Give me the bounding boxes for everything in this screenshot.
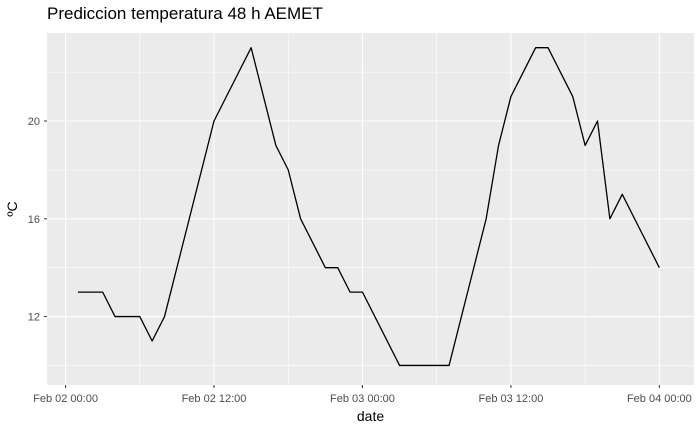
y-tick-label: 20 <box>28 116 40 128</box>
axis-ticks <box>44 120 660 388</box>
y-tick-label: 16 <box>28 214 40 226</box>
x-tick-label: Feb 04 00:00 <box>627 393 692 405</box>
minor-gridlines <box>47 33 694 385</box>
major-gridlines <box>47 33 694 385</box>
plot-panel <box>47 33 694 385</box>
x-tick-label: Feb 02 12:00 <box>182 393 247 405</box>
x-tick-label: Feb 02 00:00 <box>33 393 98 405</box>
y-tick-label: 12 <box>28 312 40 324</box>
x-tick-label: Feb 03 00:00 <box>330 393 395 405</box>
x-axis-tick-labels: Feb 02 00:00 Feb 02 12:00 Feb 03 00:00 Feb … <box>33 393 692 405</box>
series-line-temperatura <box>77 47 660 367</box>
x-tick-label: Feb 03 12:00 <box>478 393 543 405</box>
chart-title: Prediccion temperatura 48 h AEMET <box>47 4 323 23</box>
y-axis-tick-labels: 12 16 20 <box>28 116 40 324</box>
x-axis-title: date <box>357 408 384 424</box>
series-layer <box>77 47 660 367</box>
y-axis-title: ºC <box>4 201 20 216</box>
